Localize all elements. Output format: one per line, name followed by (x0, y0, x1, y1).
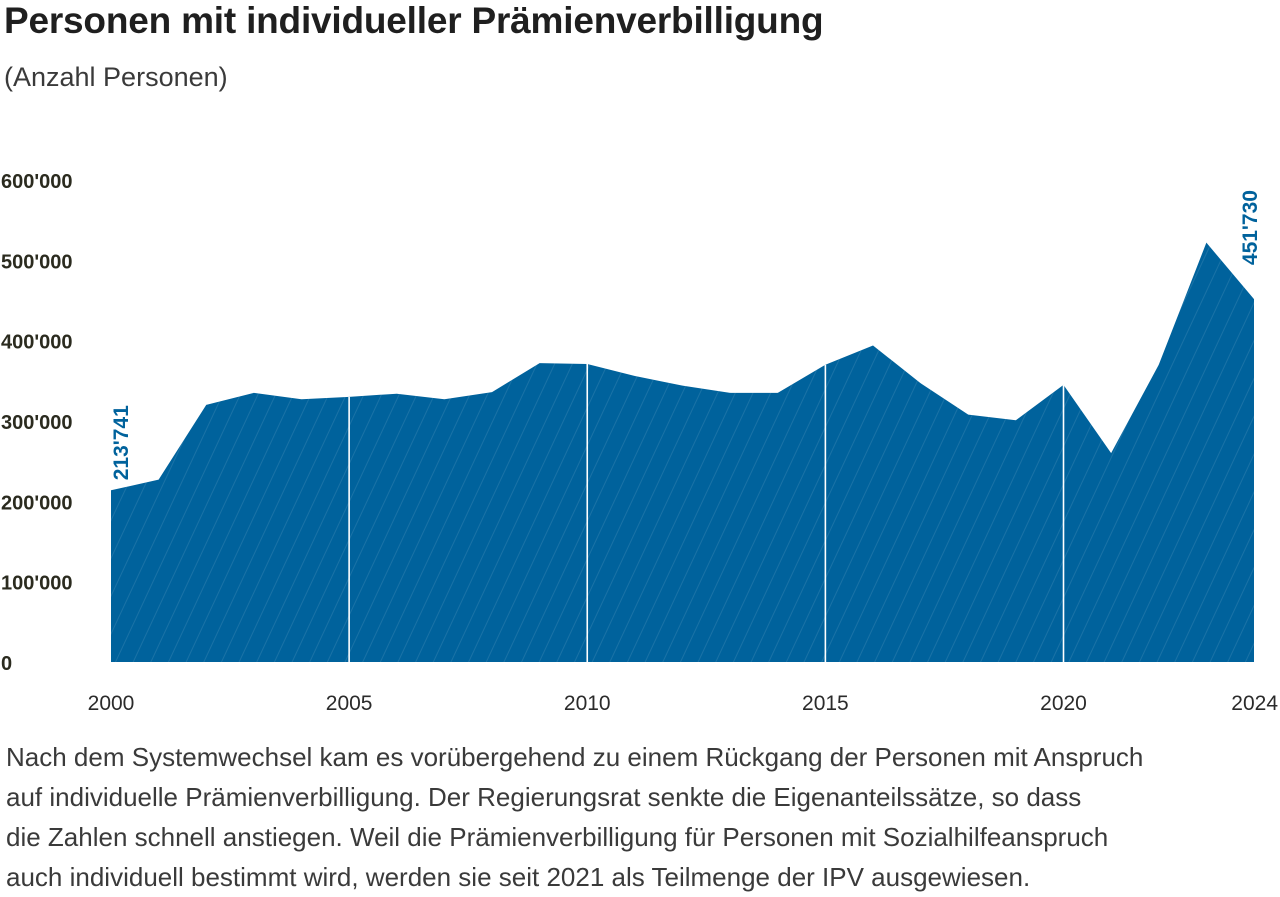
chart-subtitle: (Anzahl Personen) (4, 62, 228, 92)
annotation-layer: 213'741 451'730 (110, 190, 1262, 480)
y-tick-label-400000: 400'000 (1, 332, 73, 354)
x-tick-label-2000: 2000 (88, 692, 135, 715)
x-axis: 2000 2005 2010 2015 2020 2024 (88, 692, 1279, 715)
x-tick-label-2015: 2015 (802, 692, 849, 715)
y-tick-label-0: 0 (1, 653, 12, 675)
area-layer (110, 242, 1255, 662)
caption-line-2: auf individuelle Prämienverbilligung. De… (6, 782, 1082, 812)
x-tick-label-2020: 2020 (1040, 692, 1087, 715)
caption-line-1: Nach dem Systemwechsel kam es vorübergeh… (6, 742, 1144, 772)
value-label-2024: 451'730 (1239, 190, 1262, 265)
caption-line-3: die Zahlen schnell anstiegen. Weil die P… (6, 822, 1109, 852)
y-tick-label-300000: 300'000 (1, 412, 73, 434)
caption-line-4: auch individuell bestimmt wird, werden s… (6, 862, 1031, 892)
y-tick-label-100000: 100'000 (1, 573, 73, 595)
divider-layer (348, 363, 1065, 662)
x-tick-label-2005: 2005 (326, 692, 373, 715)
y-tick-label-500000: 500'000 (1, 251, 73, 273)
area-hatch (111, 242, 1254, 662)
chart-caption: Nach dem Systemwechsel kam es vorübergeh… (6, 737, 1276, 897)
chart-title: Personen mit individueller Prämienverbil… (4, 0, 824, 41)
value-label-2000: 213'741 (110, 405, 133, 480)
y-axis: 0 100'000 200'000 300'000 400'000 500'000 600'… (1, 171, 73, 675)
x-tick-label-2010: 2010 (564, 692, 611, 715)
x-tick-label-2024: 2024 (1231, 692, 1278, 715)
y-tick-label-600000: 600'000 (1, 171, 73, 193)
y-tick-label-200000: 200'000 (1, 492, 73, 514)
